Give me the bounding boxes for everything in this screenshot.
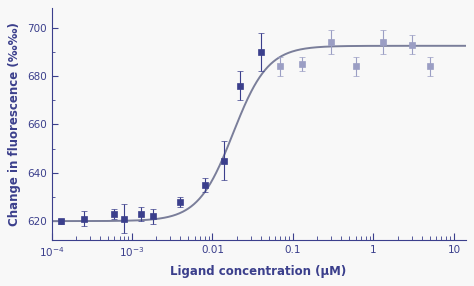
Y-axis label: Change in fluorescence (‰‰): Change in fluorescence (‰‰) xyxy=(9,23,21,226)
X-axis label: Ligand concentration (μM): Ligand concentration (μM) xyxy=(171,265,346,278)
